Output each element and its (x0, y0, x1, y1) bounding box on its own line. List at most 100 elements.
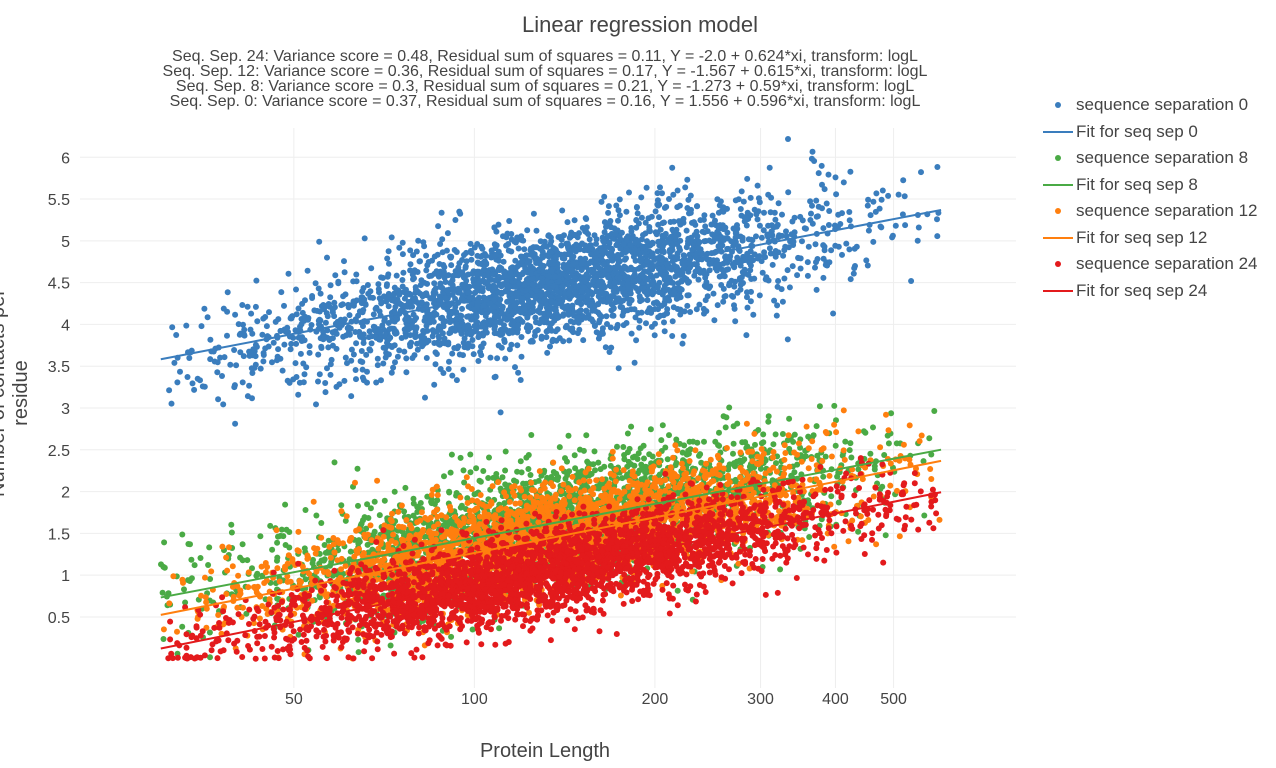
data-point (529, 250, 536, 257)
data-point (609, 312, 616, 319)
data-point (278, 289, 285, 296)
data-point (519, 295, 526, 302)
data-point (301, 337, 308, 344)
data-point (232, 420, 239, 427)
data-point (402, 316, 409, 323)
data-point (795, 255, 802, 261)
data-point (252, 361, 259, 368)
data-point (459, 305, 465, 312)
data-point (244, 303, 251, 310)
data-point (468, 256, 475, 263)
data-point (385, 303, 392, 310)
data-point (449, 273, 456, 279)
data-point (517, 458, 524, 465)
data-point (624, 247, 631, 254)
data-point (615, 238, 622, 245)
data-point (934, 216, 940, 223)
data-point (448, 262, 455, 269)
data-point (543, 328, 550, 335)
data-point (241, 326, 248, 333)
data-point (808, 210, 814, 217)
data-point (632, 314, 639, 321)
data-point (434, 339, 441, 346)
data-point (439, 340, 446, 347)
data-point (552, 253, 559, 260)
data-point (177, 368, 183, 375)
data-point (743, 332, 750, 339)
data-point (515, 322, 522, 329)
data-point (600, 238, 607, 245)
data-point (805, 243, 812, 250)
data-point (639, 244, 646, 251)
data-point (783, 233, 790, 240)
data-point (207, 356, 214, 363)
data-point (514, 342, 521, 349)
data-point (385, 248, 392, 255)
data-point (552, 273, 559, 280)
data-point (669, 333, 676, 339)
data-point (604, 321, 610, 327)
data-point (322, 380, 329, 386)
data-point (447, 280, 454, 286)
data-point (508, 248, 515, 255)
data-point (375, 281, 382, 288)
data-point (376, 336, 383, 343)
data-point (659, 422, 666, 429)
data-point (547, 343, 553, 350)
data-point (605, 203, 612, 210)
data-point (277, 327, 284, 334)
data-point (899, 211, 906, 218)
data-point (812, 264, 818, 271)
data-point (713, 261, 720, 268)
data-point (739, 237, 746, 244)
data-point (766, 231, 773, 238)
data-point (425, 259, 432, 265)
data-point (775, 200, 782, 207)
data-point (442, 294, 449, 301)
data-point (342, 354, 349, 361)
data-point (475, 358, 482, 364)
data-point (496, 625, 503, 632)
data-point (828, 493, 835, 500)
data-point (456, 351, 463, 358)
data-point (373, 379, 380, 386)
data-point (744, 294, 750, 301)
data-point (328, 356, 335, 363)
data-point (812, 241, 819, 248)
data-point (784, 336, 791, 343)
data-point (446, 358, 452, 365)
data-point (931, 408, 938, 414)
data-point (666, 432, 672, 439)
data-point (249, 330, 256, 337)
data-point (638, 255, 645, 262)
data-point (396, 244, 403, 251)
data-point (591, 322, 598, 329)
data-point (388, 369, 395, 376)
data-point (724, 259, 731, 266)
data-point (616, 212, 623, 219)
data-point (710, 290, 717, 297)
data-point (620, 297, 626, 304)
data-point (359, 359, 366, 365)
data-point (821, 186, 828, 193)
data-point (263, 323, 270, 330)
data-point (719, 222, 726, 229)
data-point (498, 283, 505, 290)
data-point (539, 254, 546, 261)
data-point (662, 239, 669, 246)
data-point (803, 225, 809, 232)
data-point (324, 365, 330, 372)
data-point (878, 196, 885, 203)
data-point (370, 323, 377, 330)
data-point (751, 275, 758, 282)
data-point (600, 261, 607, 268)
data-point (284, 377, 291, 384)
data-point (506, 346, 513, 353)
data-point (168, 400, 175, 407)
data-point (720, 271, 727, 278)
data-point (476, 260, 483, 267)
data-point (396, 288, 403, 295)
data-point (292, 360, 299, 367)
data-point (580, 337, 587, 344)
